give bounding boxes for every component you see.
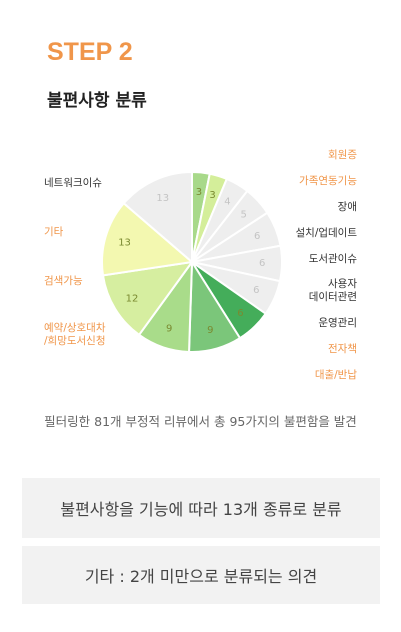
slice-label: 검색가능: [44, 275, 83, 287]
slice-label: 도서관이슈: [308, 253, 357, 265]
slice-value: 4: [224, 196, 230, 207]
slice-value: 3: [209, 190, 215, 201]
slice-value: 6: [259, 258, 265, 269]
slice-label: 운영관리: [318, 317, 357, 329]
slice-value: 9: [166, 323, 172, 334]
slice-label: 대출/반납: [314, 369, 357, 381]
slice-value: 9: [207, 325, 213, 336]
slice-label: 네트워크이슈: [44, 177, 102, 189]
slice-label: 예약/상호대차 /희망도서신청: [44, 322, 106, 347]
slice-label: 장애: [337, 201, 357, 213]
slice-label: 기타: [44, 226, 64, 238]
slice-value: 6: [253, 285, 259, 296]
pie-slice: [122, 170, 193, 265]
note-box: 불편사항을 기능에 따라 13개 종류로 분류: [22, 478, 380, 538]
slice-label: 설치/업데이트: [295, 227, 358, 239]
slice-value: 3: [196, 187, 202, 198]
step-label: STEP 2: [47, 38, 133, 66]
slice-value: 13: [156, 193, 169, 204]
slice-value: 6: [254, 231, 260, 242]
slice-label: 사용자 데이터관련: [308, 278, 357, 303]
note-box: 기타 : 2개 미만으로 분류되는 의견: [22, 546, 380, 604]
slice-value: 13: [118, 238, 131, 249]
caption: 필터링한 81개 부정적 리뷰에서 총 95가지의 불편함을 발견: [44, 414, 357, 429]
pie-slice: [101, 201, 195, 277]
slice-label: 가족연동기능: [299, 175, 357, 187]
slice-value: 6: [237, 308, 243, 319]
pie-slice: [101, 260, 195, 337]
section-title: 불편사항 분류: [47, 91, 147, 111]
slice-value: 5: [240, 209, 246, 220]
slice-value: 12: [126, 293, 139, 304]
slice-label: 전자책: [328, 343, 357, 355]
slice-label: 회원증: [328, 149, 357, 161]
